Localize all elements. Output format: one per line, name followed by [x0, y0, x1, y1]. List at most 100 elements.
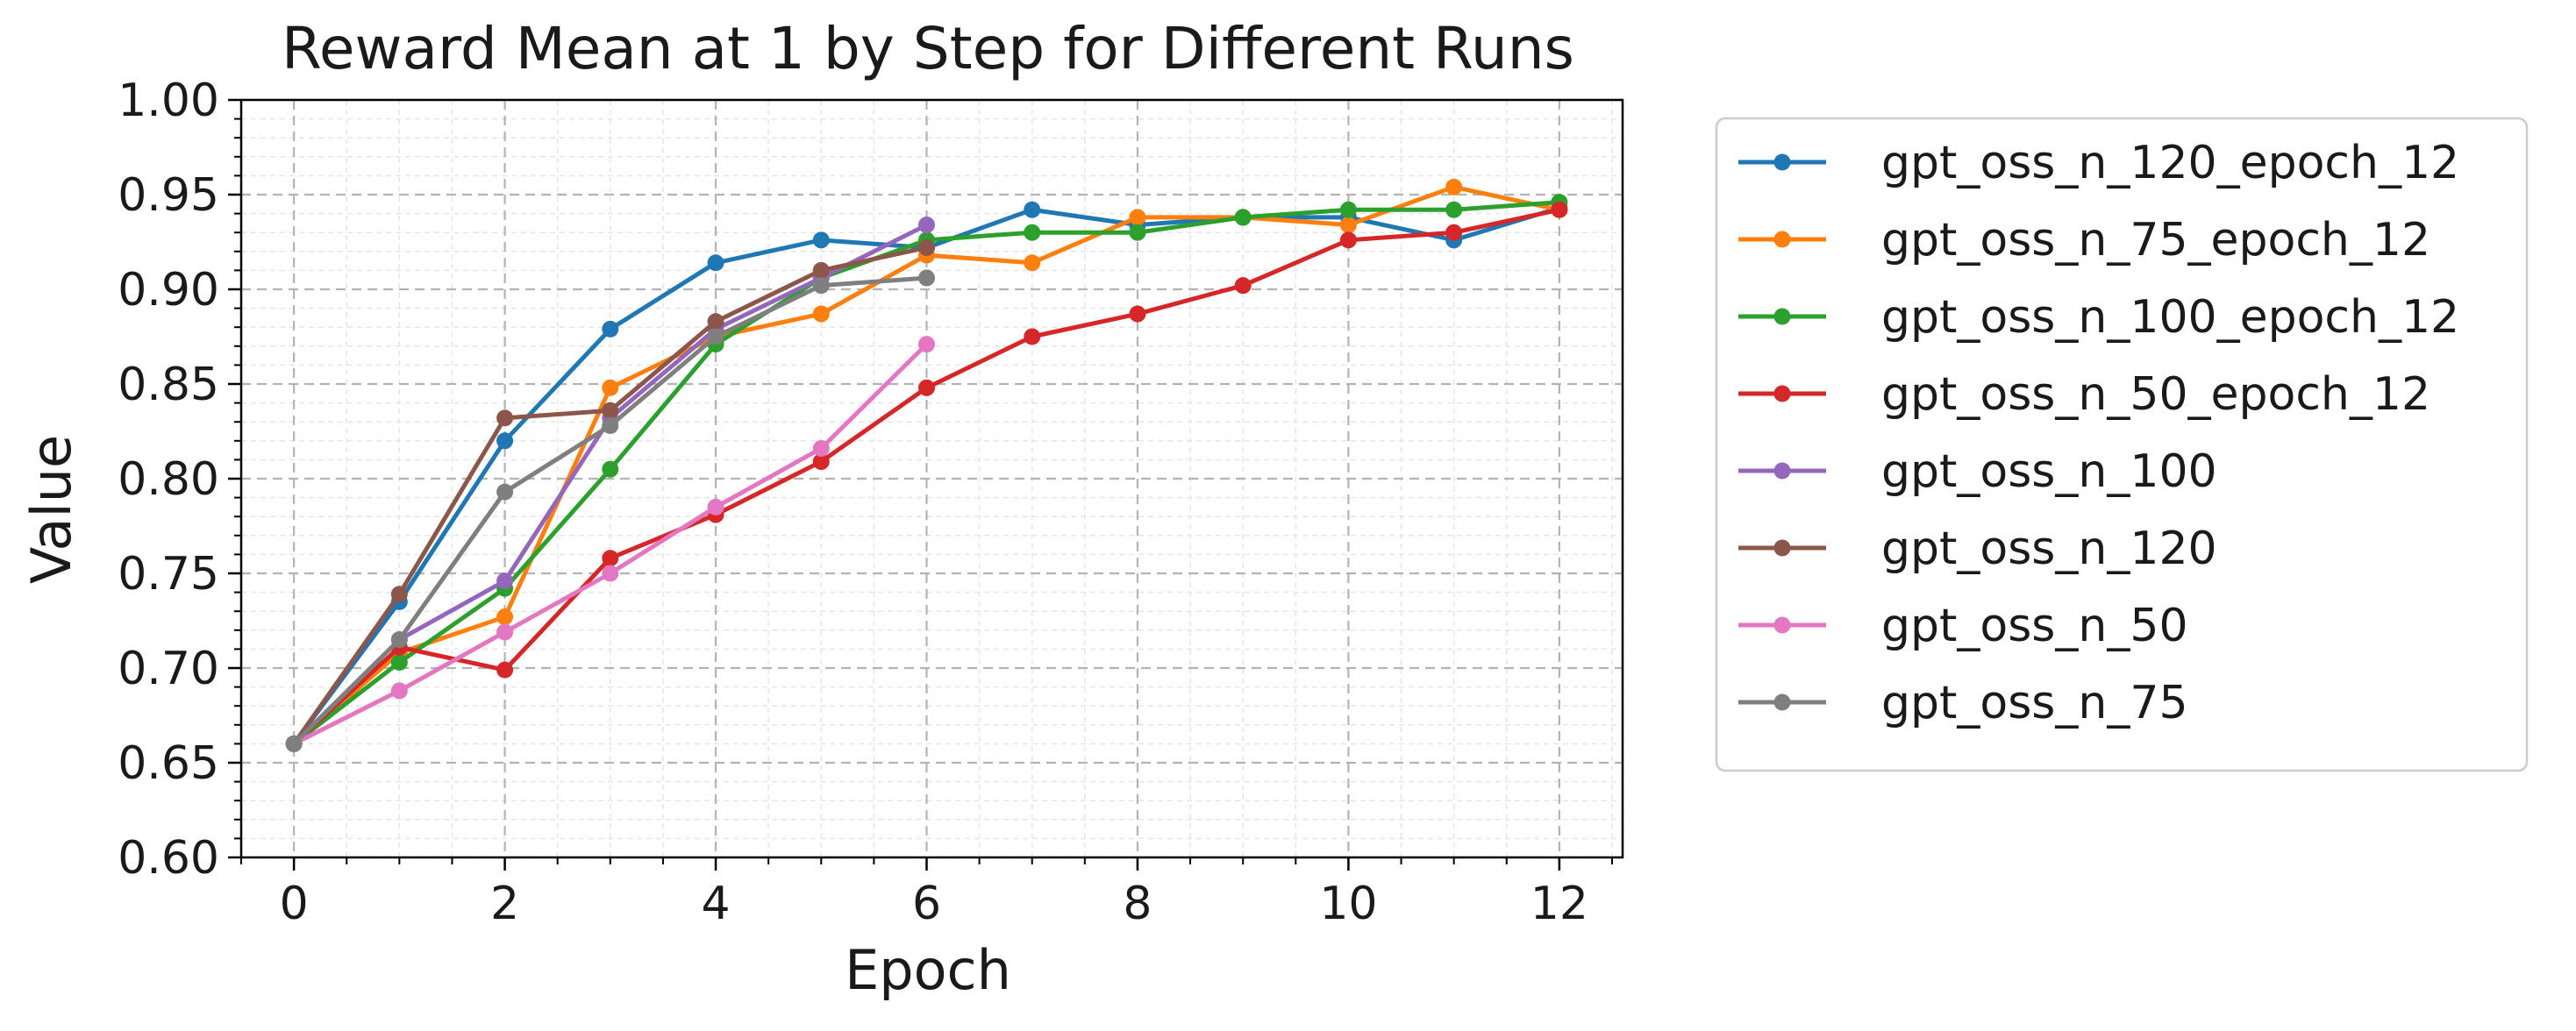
- legend-item: gpt_oss_n_75: [1738, 677, 2188, 729]
- data-point: [812, 277, 830, 295]
- x-tick-label: 12: [1531, 878, 1588, 930]
- data-point: [1339, 217, 1357, 234]
- y-tick-label: 0.75: [118, 548, 219, 601]
- legend: gpt_oss_n_120_epoch_12 gpt_oss_n_75_epoch…: [1715, 117, 2529, 772]
- legend-swatch-marker: [1773, 462, 1791, 480]
- data-point: [1551, 201, 1568, 218]
- legend-label: gpt_oss_n_120_epoch_12: [1881, 137, 2459, 189]
- y-tick-label: 0.90: [118, 264, 219, 316]
- plot-area: 0 2 4 6 8 10 12 0.60 0.65 0.70 0.75 0.80 0.85 0.90 0.9…: [118, 75, 1624, 930]
- legend-item: gpt_oss_n_100_epoch_12: [1738, 291, 2459, 344]
- data-point: [1234, 277, 1252, 295]
- legend-label: gpt_oss_n_75: [1881, 677, 2188, 729]
- legend-label: gpt_oss_n_50_epoch_12: [1881, 368, 2430, 421]
- y-tick-label: 0.80: [118, 453, 219, 506]
- legend-item: gpt_oss_n_120_epoch_12: [1738, 137, 2459, 189]
- series-gpt_oss_n_120: [285, 238, 935, 752]
- data-point: [496, 623, 514, 641]
- plot-frame: [239, 98, 1624, 859]
- legend-item: gpt_oss_n_50_epoch_12: [1738, 368, 2430, 421]
- data-point: [602, 550, 619, 567]
- y-tick-label: 0.95: [118, 169, 219, 222]
- data-point: [707, 313, 724, 331]
- legend-item: gpt_oss_n_75_epoch_12: [1738, 214, 2430, 267]
- data-point: [1445, 201, 1463, 218]
- legend-box: [1715, 117, 2529, 772]
- data-point: [390, 586, 408, 603]
- data-point: [496, 608, 514, 626]
- data-point: [917, 269, 935, 287]
- data-point: [496, 661, 514, 679]
- data-point: [602, 379, 619, 396]
- legend-swatch-marker: [1773, 153, 1791, 171]
- data-point: [1129, 209, 1146, 226]
- x-tick-label: 4: [701, 878, 730, 930]
- data-point: [1024, 254, 1041, 272]
- data-point: [917, 379, 935, 396]
- legend-swatch-marker: [1773, 231, 1791, 248]
- y-tick-label: 0.60: [118, 832, 219, 885]
- data-point: [1339, 231, 1357, 249]
- data-point: [496, 432, 514, 450]
- y-tick-label: 0.65: [118, 737, 219, 790]
- x-tick-label: 6: [912, 878, 941, 930]
- legend-swatch-marker: [1773, 308, 1791, 325]
- data-point: [1129, 305, 1146, 323]
- legend-label: gpt_oss_n_120: [1881, 523, 2217, 575]
- data-point: [812, 305, 830, 323]
- data-point: [707, 498, 724, 516]
- y-tick-label: 0.70: [118, 643, 219, 695]
- chart-title: Reward Mean at 1 by Step for Different R…: [282, 15, 1574, 82]
- data-point: [496, 409, 514, 427]
- data-point: [602, 417, 619, 435]
- data-point: [390, 631, 408, 649]
- legend-label: gpt_oss_n_50: [1881, 600, 2188, 652]
- series-gpt_oss_n_75: [285, 269, 935, 752]
- y-axis-label: Value: [19, 435, 83, 584]
- data-point: [1024, 328, 1041, 345]
- data-point: [812, 261, 830, 279]
- data-point: [390, 682, 408, 700]
- legend-swatch-marker: [1773, 385, 1791, 402]
- data-point: [602, 320, 619, 338]
- data-point: [917, 336, 935, 353]
- y-tick-label: 1.00: [118, 75, 219, 127]
- legend-item: gpt_oss_n_50: [1738, 600, 2188, 652]
- legend-swatch-marker: [1773, 616, 1791, 634]
- data-point: [390, 654, 408, 672]
- data-point: [602, 565, 619, 582]
- legend-item: gpt_oss_n_100: [1738, 445, 2217, 498]
- data-point: [1234, 209, 1252, 226]
- legend-label: gpt_oss_n_100: [1881, 445, 2217, 498]
- x-tick-label: 8: [1123, 878, 1152, 930]
- y-tick-label: 0.85: [118, 359, 219, 411]
- x-tick-label: 0: [280, 878, 309, 930]
- data-point: [1024, 201, 1041, 218]
- data-point: [1445, 178, 1463, 196]
- data-point: [707, 328, 724, 345]
- axis-ticks: 0 2 4 6 8 10 12 0.60 0.65 0.70 0.75 0.80 0.85 0.90 0.9…: [118, 75, 1613, 930]
- legend-swatch-marker: [1773, 539, 1791, 557]
- legend-label: gpt_oss_n_100_epoch_12: [1881, 291, 2459, 344]
- x-tick-label: 2: [490, 878, 519, 930]
- data-point: [1339, 201, 1357, 218]
- data-point: [1445, 224, 1463, 241]
- data-point: [285, 735, 303, 752]
- data-point: [707, 254, 724, 272]
- data-point: [812, 231, 830, 249]
- legend-swatch-marker: [1773, 693, 1791, 711]
- data-point: [917, 238, 935, 256]
- data-point: [812, 439, 830, 457]
- data-point: [602, 402, 619, 419]
- legend-item: gpt_oss_n_120: [1738, 523, 2217, 575]
- data-point: [496, 572, 514, 590]
- data-point: [1129, 224, 1146, 241]
- data-point: [1024, 224, 1041, 241]
- data-point: [917, 217, 935, 234]
- legend-label: gpt_oss_n_75_epoch_12: [1881, 214, 2430, 267]
- x-axis-label: Epoch: [845, 938, 1011, 1002]
- data-point: [812, 453, 830, 471]
- data-point: [496, 483, 514, 501]
- x-tick-label: 10: [1319, 878, 1377, 930]
